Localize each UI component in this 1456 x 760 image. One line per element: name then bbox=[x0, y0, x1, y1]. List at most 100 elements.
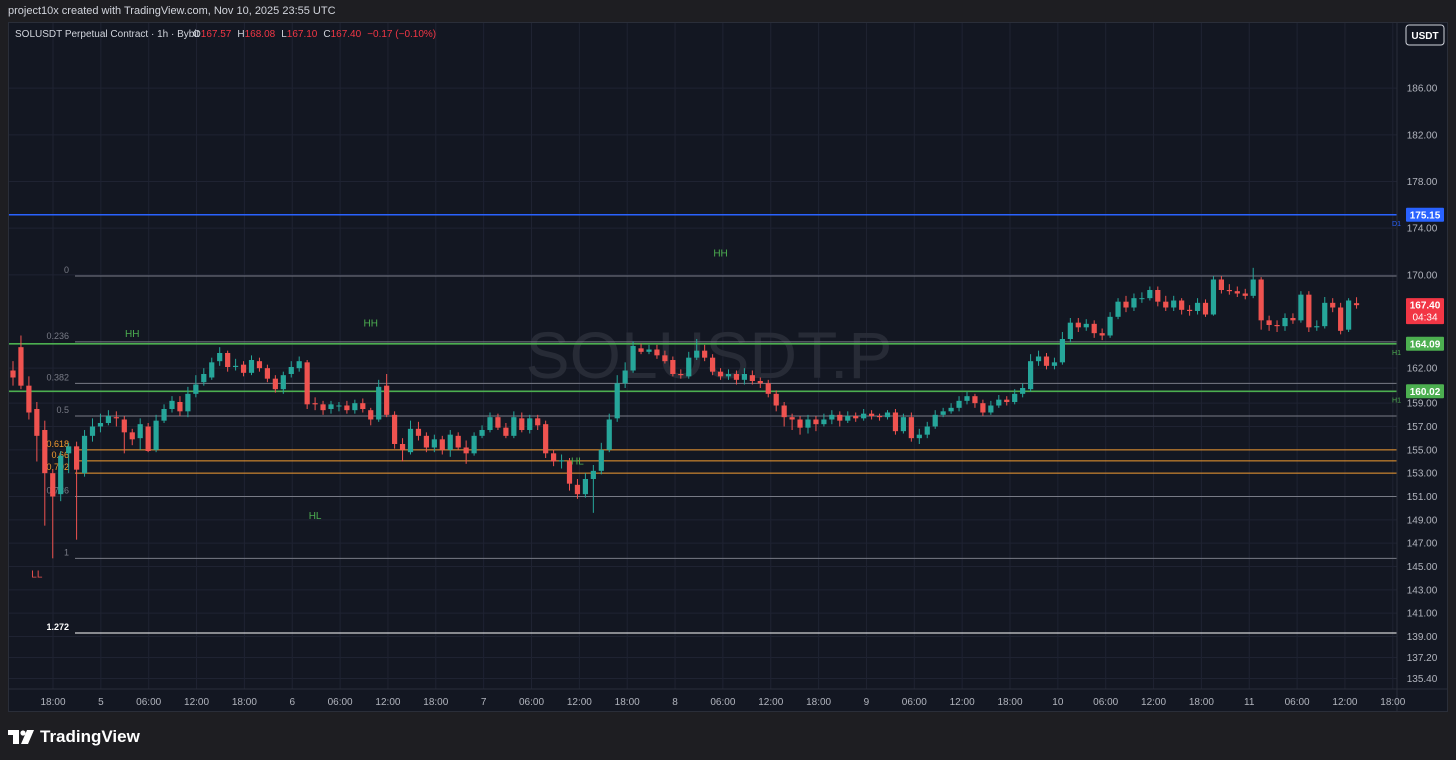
candle-body bbox=[598, 449, 604, 471]
candle-body bbox=[1067, 322, 1073, 339]
fib-level-label: 1.272 bbox=[46, 622, 69, 632]
legend-o-value: 167.57 bbox=[201, 29, 232, 40]
fib-level-label: 0.5 bbox=[56, 405, 69, 415]
candle-body bbox=[845, 416, 851, 421]
tradingview-logo[interactable]: TradingView bbox=[8, 727, 140, 747]
price-tick-label: 147.00 bbox=[1407, 539, 1438, 550]
time-tick-label: 06:00 bbox=[1285, 697, 1310, 708]
candle-body bbox=[630, 346, 636, 371]
legend-change: −0.17 (−0.10%) bbox=[367, 29, 436, 40]
candle-body bbox=[312, 403, 318, 405]
tradingview-logo-icon bbox=[8, 730, 34, 744]
symbol-legend[interactable]: SOLUSDT Perpetual Contract · 1h · Bybit … bbox=[15, 29, 436, 40]
time-axis[interactable]: 18:00 5 06:00 12:00 18:00 6 06:00 12:00 18:00 7 06… bbox=[40, 697, 1405, 708]
price-badge-tag: H1 bbox=[1392, 397, 1401, 404]
footer: TradingView bbox=[0, 712, 1456, 760]
candle-body bbox=[248, 360, 255, 373]
candle-body bbox=[781, 405, 787, 418]
time-tick-label: 12:00 bbox=[950, 697, 975, 708]
candle-body bbox=[717, 371, 724, 377]
candle-body bbox=[1059, 339, 1065, 363]
candle-body bbox=[1250, 279, 1256, 296]
candle-body bbox=[487, 417, 493, 430]
time-tick-label: 06:00 bbox=[1093, 697, 1118, 708]
candle-body bbox=[145, 426, 151, 451]
fib-level-label: 1 bbox=[64, 547, 69, 557]
candle-body bbox=[1258, 279, 1264, 321]
currency-button-box[interactable] bbox=[1405, 24, 1445, 46]
candle-body bbox=[956, 400, 962, 408]
candle-body bbox=[463, 447, 469, 454]
candle-body bbox=[996, 399, 1002, 406]
structure-label: HL bbox=[571, 456, 584, 467]
price-tick-label: 153.00 bbox=[1407, 469, 1438, 480]
price-tick-label: 159.00 bbox=[1407, 399, 1438, 410]
candle-body bbox=[1004, 399, 1010, 402]
legend-o-label: O bbox=[193, 29, 201, 40]
candle-body bbox=[662, 355, 668, 362]
candle-body bbox=[1155, 290, 1161, 302]
candle-body bbox=[1322, 302, 1328, 327]
candle-body bbox=[853, 416, 859, 419]
candle-body bbox=[749, 375, 755, 381]
legend-symbol: SOLUSDT Perpetual Contract · 1h · Bybit bbox=[15, 29, 200, 40]
candle-body bbox=[1226, 290, 1232, 292]
currency-button[interactable]: USDT bbox=[1405, 24, 1445, 46]
candle-body bbox=[1115, 301, 1121, 317]
candle-body bbox=[217, 353, 223, 362]
price-tick-label: 139.00 bbox=[1407, 632, 1438, 643]
candle-body bbox=[876, 416, 883, 418]
candle-body bbox=[288, 367, 294, 374]
candlestick-chart[interactable]: SOLUSDT.P 00.2360.3820.50.6180.660.7020.… bbox=[9, 23, 1447, 711]
candle-body bbox=[121, 419, 127, 433]
legend-ohlc: O167.57 H168.08 L167.10 C167.40 −0.17 (−0.10… bbox=[193, 29, 436, 40]
structure-label: HH bbox=[713, 249, 727, 260]
legend-h-value: 168.08 bbox=[245, 29, 276, 40]
candle-body bbox=[256, 361, 263, 369]
candle-body bbox=[336, 405, 342, 407]
legend-c-label: C bbox=[323, 29, 330, 40]
candle-body bbox=[805, 419, 811, 428]
price-axis[interactable]: 186.00 182.00 178.00 174.00 170.00 162.00 159.… bbox=[1407, 84, 1438, 685]
candle-body bbox=[1282, 318, 1288, 327]
candle-body bbox=[1091, 323, 1097, 334]
candle-body bbox=[916, 434, 922, 439]
currency-button-label: USDT bbox=[1411, 31, 1438, 42]
candle-body bbox=[105, 416, 111, 423]
candle-body bbox=[169, 400, 175, 409]
candle-body bbox=[519, 418, 525, 430]
chart-panel[interactable]: SOLUSDT.P 00.2360.3820.50.6180.660.7020.… bbox=[8, 22, 1448, 712]
candle-body bbox=[948, 407, 954, 412]
candle-body bbox=[837, 414, 843, 421]
candle-body bbox=[829, 414, 835, 420]
time-tick-label: 06:00 bbox=[328, 697, 353, 708]
time-tick-label: 18:00 bbox=[1380, 697, 1405, 708]
candle-body bbox=[185, 393, 191, 412]
price-tick-label: 182.00 bbox=[1407, 130, 1438, 141]
candle-body bbox=[376, 386, 382, 420]
time-tick-label: 7 bbox=[481, 697, 487, 708]
candle-body bbox=[972, 396, 978, 404]
candle-body bbox=[81, 435, 88, 474]
price-tick-label: 151.00 bbox=[1407, 492, 1438, 503]
candle-body bbox=[50, 473, 56, 497]
candle-body bbox=[153, 420, 159, 450]
fib-level-label: 0.382 bbox=[46, 372, 69, 382]
candle-body bbox=[1218, 279, 1224, 290]
candle-body bbox=[892, 412, 899, 432]
candle-body bbox=[908, 417, 914, 439]
candle-body bbox=[18, 347, 24, 386]
candle-body bbox=[821, 419, 827, 425]
candle-body bbox=[392, 414, 398, 444]
candle-body bbox=[1187, 309, 1193, 311]
candle-body bbox=[861, 413, 867, 419]
fib-level-label: 0 bbox=[64, 265, 69, 275]
fib-level-label: 0.618 bbox=[46, 439, 69, 449]
time-tick-label: 06:00 bbox=[710, 697, 735, 708]
candle-body bbox=[264, 368, 270, 379]
time-tick-label: 12:00 bbox=[567, 697, 592, 708]
price-badge-value: 164.09 bbox=[1410, 339, 1441, 350]
candle-body bbox=[606, 419, 612, 450]
